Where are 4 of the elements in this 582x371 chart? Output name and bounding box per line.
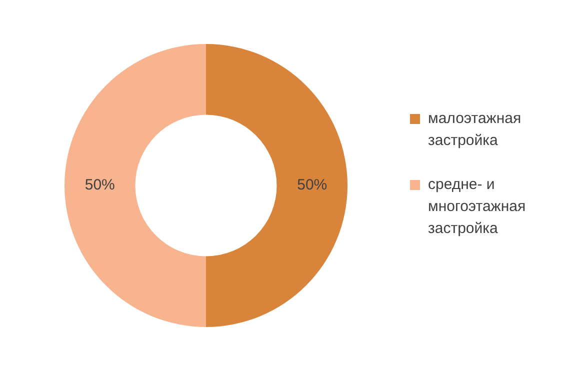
legend-label: малоэтажная застройка — [428, 109, 522, 151]
data-label: 50% — [84, 176, 115, 194]
legend-label: средне- и многоэтажная застройка — [428, 175, 527, 239]
data-label: 50% — [297, 176, 328, 194]
